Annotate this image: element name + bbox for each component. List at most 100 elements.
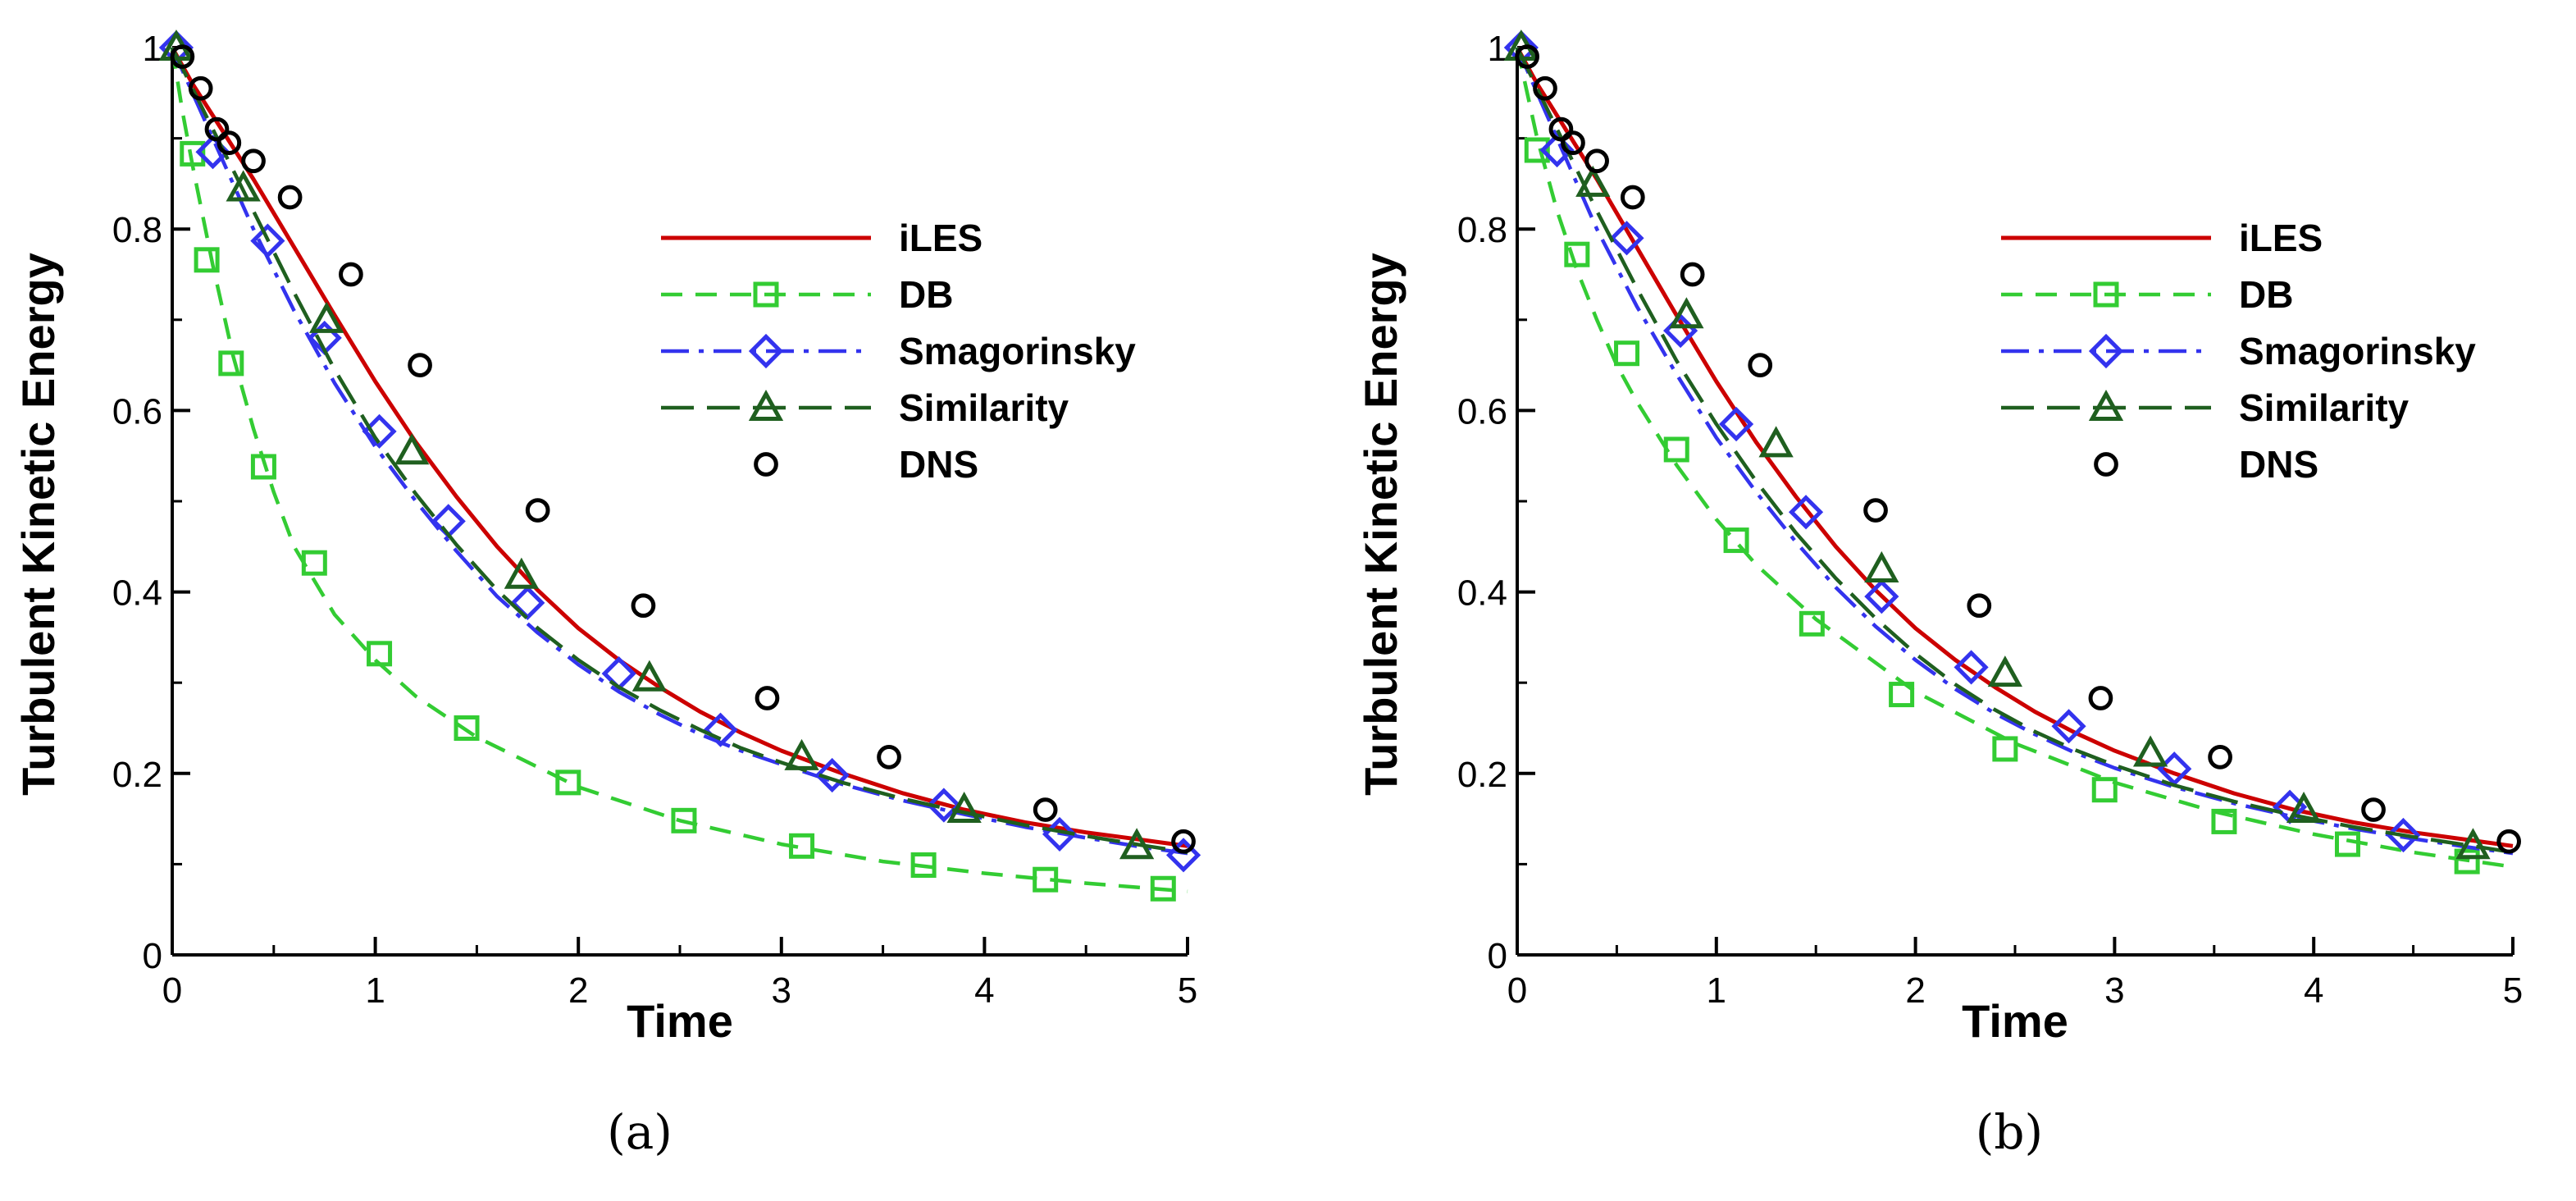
panel-a-x-axis-title: Time [627,995,733,1047]
marker-square-2 [1614,340,1640,367]
panel-a-series-smagorinsky-line [170,47,1188,856]
panel-a-y-tick-label: 0.4 [112,573,162,614]
marker-circle-7 [1748,353,1773,377]
marker-square-6 [454,715,480,741]
marker-diamond-0 [1503,30,1539,66]
panel-a-x-tick-label: 1 [365,970,385,1011]
marker-square-5 [1799,610,1825,637]
panel-b-y-tick-label: 1 [1488,29,1507,69]
legend-label: iLES [899,217,983,259]
marker-triangle-legend [2088,389,2124,422]
marker-diamond-6 [1864,579,1899,614]
marker-diamond-7 [601,656,636,692]
marker-diamond-8 [2051,709,2086,744]
marker-square-9 [2211,808,2237,834]
panel-b-series-similarity [1503,29,2514,860]
marker-circle-12 [2361,797,2386,822]
marker-triangle-1 [1575,165,1611,197]
panel-a-y-tick-label: 0 [143,936,162,976]
marker-triangle-4 [504,557,540,589]
panel-b-legend-item-iles: iLES [2001,217,2323,259]
panel-a-y-tick-label: 1 [143,29,162,69]
panel-b-series-iles-line [1515,46,2514,848]
panel-a-y-tick-label: 0.6 [112,391,162,432]
marker-circle-11 [2208,745,2232,769]
panel-b-x-tick-label: 3 [2104,970,2124,1011]
marker-diamond-4 [1718,406,1754,442]
marker-square-8 [671,807,697,833]
marker-circle-9 [631,593,656,619]
marker-diamond-legend [2088,333,2124,369]
marker-square-6 [1889,682,1915,708]
marker-circle-13 [1171,829,1196,854]
marker-circle-4 [241,148,266,174]
panel-a-series-similarity [158,29,1188,860]
marker-circle-2 [204,116,230,142]
marker-triangle-2 [1669,297,1704,329]
legend-label: Similarity [2239,386,2410,429]
panel-b-y-tick-label: 0.4 [1457,573,1507,614]
marker-diamond-11 [2386,817,2421,853]
marker-triangle-7 [2286,791,2322,824]
marker-diamond-12 [1165,838,1201,873]
marker-triangle-legend [748,389,784,422]
marker-circle-1 [188,75,213,101]
legend-label: Similarity [899,386,1069,429]
panel-a-legend-item-similarity: Similarity [661,386,1069,429]
marker-square-9 [789,833,815,859]
panel-b-legend: iLES DB Smagorinsky Similarity DNS [2001,217,2476,486]
marker-circle-3 [217,130,242,155]
panel-b-series-iles [1515,46,2514,848]
legend-label: DNS [899,443,978,486]
marker-square-5 [367,641,393,667]
marker-diamond-7 [1954,650,1989,685]
panel-b-y-axis-title: Turbulent Kinetic Energy [1355,253,1407,796]
panel-b: 0 1 2 3 4 5 0 0.2 0.4 0.6 0.8 1 Time Turbulent Kineti… [1355,29,2523,1160]
marker-circle-6 [339,262,363,287]
panel-a-caption: (a) [607,1104,672,1160]
marker-square-7 [555,769,581,796]
marker-square-legend [2093,281,2119,308]
marker-square-10 [910,852,937,879]
panel-b-legend-item-smagorinsky: Smagorinsky [2001,330,2476,372]
marker-circle-7 [408,353,432,377]
panel-a-series-db [170,47,1188,902]
marker-square-0 [1524,137,1550,163]
marker-square-4 [301,550,327,576]
panel-a-y-tick-label: 0.8 [112,210,162,250]
marker-triangle-8 [2455,828,2491,860]
marker-diamond-6 [510,585,545,620]
marker-triangle-7 [946,791,982,824]
marker-square-2 [218,350,244,377]
marker-triangle-3 [394,433,430,465]
marker-square-8 [2091,777,2118,803]
marker-triangle-2 [309,301,344,333]
marker-circle-2 [1548,116,1574,142]
panel-a-legend-item-smagorinsky: Smagorinsky [661,330,1136,372]
panel-a-y-axis-title: Turbulent Kinetic Energy [12,253,64,796]
legend-label: DB [2239,273,2293,316]
panel-a-x-tick-label: 4 [974,970,994,1011]
marker-circle-4 [1584,148,1609,174]
panel-b-series-smagorinsky [1503,30,2514,856]
marker-square-0 [180,140,206,167]
marker-square-7 [1992,736,2018,762]
panel-b-series-db [1515,47,2514,874]
marker-square-10 [2334,831,2360,857]
marker-triangle-1 [226,170,261,202]
legend-label: iLES [2239,217,2323,259]
panel-b-caption: (b) [1976,1104,2043,1160]
marker-triangle-5 [631,660,668,692]
panel-b-legend-item-db: DB [2001,273,2293,316]
legend-label: DNS [2239,443,2318,486]
marker-diamond-9 [814,757,850,793]
marker-circle-9 [1967,593,1992,619]
panel-a-series-db-line [170,47,1188,893]
panel-b-legend-item-similarity: Similarity [2001,386,2410,429]
marker-square-11 [2454,848,2480,874]
marker-circle-5 [1620,185,1645,210]
marker-square-3 [250,454,276,480]
panel-b-legend-item-dns: DNS [2094,443,2318,486]
marker-triangle-3 [1758,426,1794,458]
marker-diamond-5 [1788,495,1824,530]
